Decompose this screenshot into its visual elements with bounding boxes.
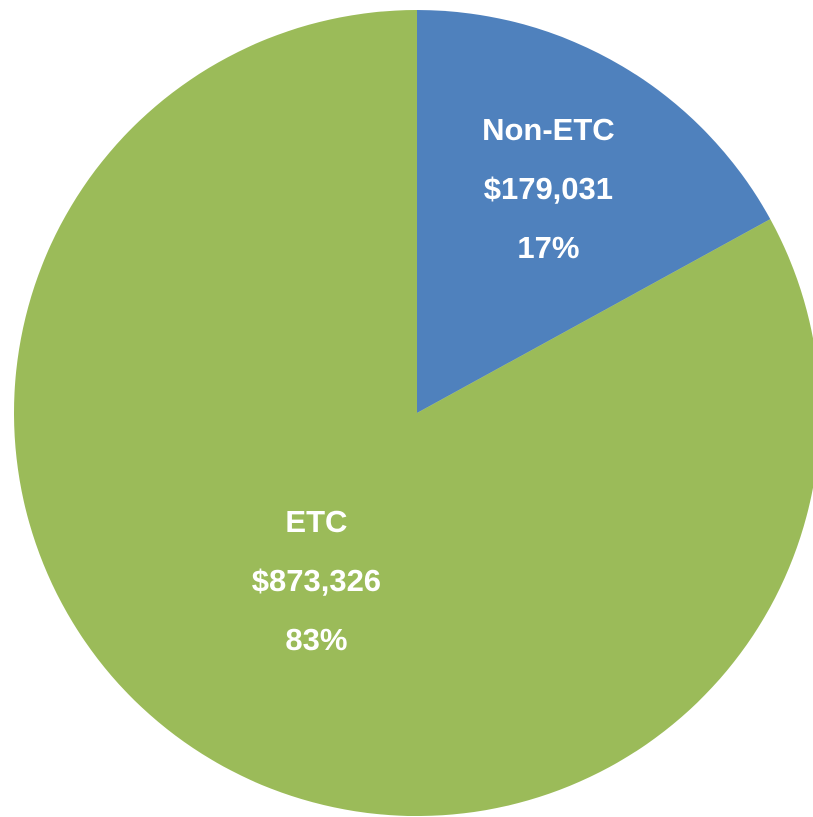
pie-slice [14, 10, 813, 816]
percent-label: 83% [285, 622, 347, 657]
slice-label: Non-ETC [482, 112, 615, 147]
value-label: $179,031 [484, 171, 613, 206]
pie-slice [417, 10, 771, 413]
value-label: $873,326 [252, 563, 381, 598]
slice-label: ETC [285, 504, 347, 539]
percent-label: 17% [517, 230, 579, 265]
